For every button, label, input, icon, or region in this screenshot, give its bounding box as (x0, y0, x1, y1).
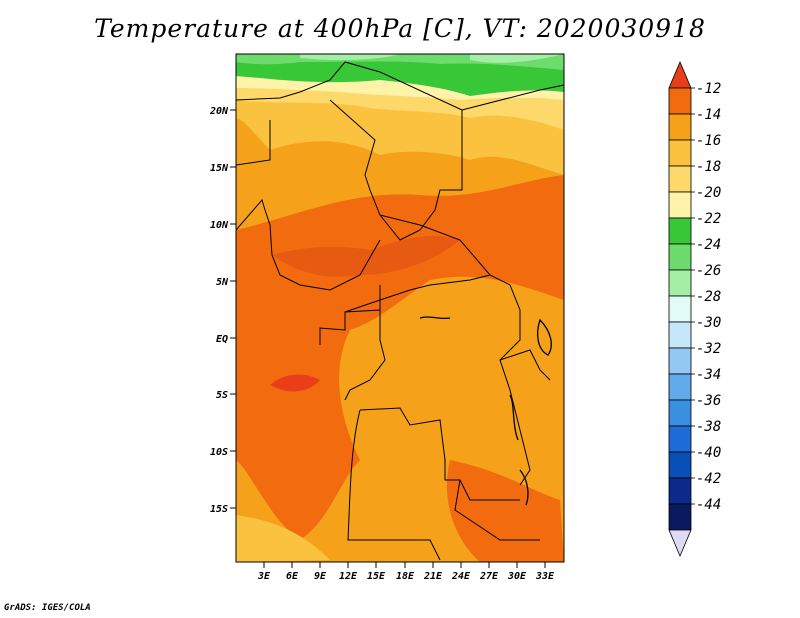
lat-label-15n: 15N (210, 163, 229, 174)
lon-label-3e: 3E (257, 571, 271, 582)
map-frame (235, 53, 565, 563)
colorbar-box (668, 113, 692, 141)
field-band-13 (272, 235, 460, 277)
lon-label-21e: 21E (423, 571, 443, 582)
colorbar-label: -38 (696, 419, 721, 435)
colorbar-label: -40 (696, 445, 721, 461)
colorbar-box (668, 451, 692, 479)
lon-label-12e: 12E (339, 571, 358, 582)
field-band-12 (270, 374, 320, 392)
colorbar-box (668, 477, 692, 505)
lat-label-10n: 10N (210, 220, 229, 231)
colorbar-box (668, 269, 692, 297)
colorbar-label: -36 (696, 393, 721, 409)
colorbar-label: -42 (696, 471, 721, 487)
colorbar-box (668, 217, 692, 245)
colorbar-top-arrow (668, 60, 692, 89)
temperature-field (236, 54, 564, 562)
lon-label-27e: 27E (479, 571, 499, 582)
lon-label-6e: 6E (286, 571, 299, 582)
colorbar-label: -16 (696, 133, 721, 149)
lat-label-5n: 5N (216, 277, 229, 288)
lat-label-20n: 20N (209, 106, 229, 117)
colorbar-box (668, 321, 692, 349)
lon-label-15e: 15E (367, 571, 386, 582)
lat-label-5s: 5S (216, 390, 228, 401)
colorbar-box (668, 87, 692, 115)
colorbar-label: -18 (696, 159, 721, 175)
colorbar-label: -32 (696, 341, 721, 357)
colorbar-box (668, 191, 692, 219)
lon-label-9e: 9E (314, 571, 327, 582)
lat-label-15s: 15S (210, 504, 228, 515)
colorbar-box (668, 295, 692, 323)
colorbar-label: -28 (696, 289, 721, 305)
colorbar-label: -22 (696, 211, 721, 227)
lat-ticks (230, 109, 236, 509)
lon-label-30e: 30E (507, 571, 527, 582)
lon-label-33e: 33E (535, 571, 555, 582)
colorbar-box (668, 243, 692, 271)
colorbar-box (668, 347, 692, 375)
map-title: Temperature at 400hPa [C], VT: 202003091… (94, 14, 706, 43)
colorbar-label: -12 (696, 81, 721, 97)
colorbar-label: -30 (696, 315, 721, 331)
colorbar-label: -20 (696, 185, 721, 201)
colorbar-label: -34 (696, 367, 721, 383)
lakes (419, 316, 552, 506)
colorbar: -12 -14 -16 -18 -20 -22 -24 -26 -28 -30 -32 -34 -36 -… (668, 60, 721, 558)
field-band-24 (236, 54, 564, 96)
field-band-18-south (236, 515, 330, 562)
lat-label-10s: 10S (210, 447, 228, 458)
colorbar-label: -14 (696, 107, 721, 123)
colorbar-bottom-arrow (668, 529, 692, 558)
colorbar-label: -44 (696, 497, 721, 513)
colorbar-box (668, 139, 692, 167)
colorbar-box (668, 399, 692, 427)
grads-credit: GrADS: IGES/COLA (4, 603, 91, 613)
lat-label-eq: EQ (216, 334, 228, 345)
lon-label-24e: 24E (451, 571, 471, 582)
colorbar-box (668, 503, 692, 531)
colorbar-box (668, 373, 692, 401)
colorbar-label: -26 (696, 263, 721, 279)
country-borders (236, 61, 564, 561)
lon-ticks (263, 562, 546, 568)
field-band-28 (300, 54, 564, 63)
colorbar-box (668, 425, 692, 453)
field-band-14-south (446, 460, 564, 562)
colorbar-box (668, 165, 692, 193)
lon-label-18e: 18E (396, 571, 415, 582)
colorbar-label: -24 (696, 237, 721, 253)
